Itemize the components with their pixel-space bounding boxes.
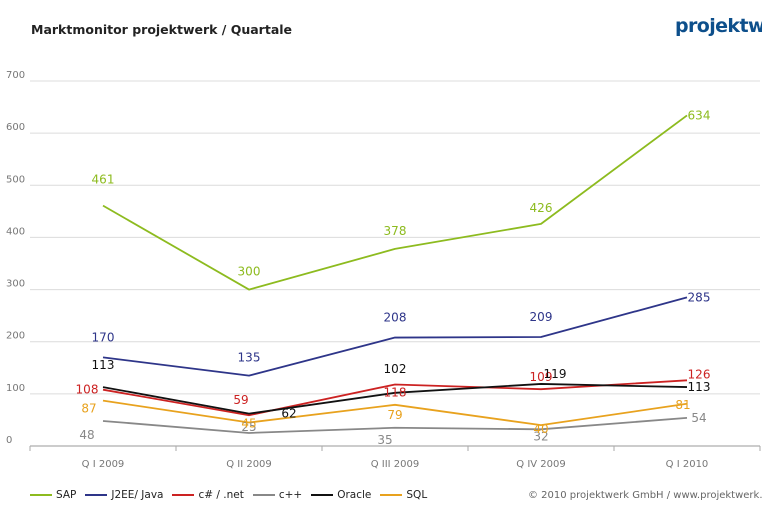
chart-legend: SAP J2EE/ Java c# / .net c++ Oracle SQL bbox=[30, 489, 436, 501]
data-label: 208 bbox=[384, 311, 407, 325]
series-line-5 bbox=[102, 399, 688, 427]
legend-label: J2EE/ Java bbox=[111, 489, 164, 501]
data-label: 32 bbox=[533, 429, 548, 443]
data-label: 209 bbox=[530, 310, 553, 324]
legend-label: SQL bbox=[406, 489, 428, 501]
data-label: 79 bbox=[387, 408, 402, 422]
y-tick-label: 600 bbox=[6, 122, 25, 133]
legend-swatch bbox=[311, 494, 334, 496]
data-label: 81 bbox=[675, 398, 690, 412]
legend-swatch bbox=[85, 494, 108, 496]
data-label: 285 bbox=[688, 290, 711, 304]
y-tick-label: 100 bbox=[6, 383, 25, 394]
data-label: 378 bbox=[384, 224, 407, 238]
legend-item: J2EE/ Java bbox=[85, 489, 163, 501]
data-label: 48 bbox=[79, 428, 94, 442]
y-tick-label: 400 bbox=[6, 226, 25, 237]
data-label: 62 bbox=[281, 407, 296, 421]
data-label: 87 bbox=[81, 402, 96, 416]
series-line-1 bbox=[102, 296, 688, 377]
legend-swatch bbox=[172, 494, 195, 496]
data-label: 119 bbox=[544, 367, 567, 381]
legend-swatch bbox=[30, 494, 52, 496]
y-tick-label: 500 bbox=[6, 174, 25, 185]
series-line-4 bbox=[102, 383, 688, 415]
x-tick-label: Q I 2010 bbox=[666, 459, 709, 470]
data-label: 113 bbox=[688, 380, 711, 394]
legend-item: c# / .net bbox=[172, 489, 244, 501]
series-line-2 bbox=[102, 379, 688, 417]
data-label: 40 bbox=[533, 422, 548, 436]
line-chart: 0 100 200 300 400 500 600 700 Q I 2009 Q II 2009 Q… bbox=[6, 70, 761, 470]
data-label: 135 bbox=[238, 351, 261, 365]
data-label: 170 bbox=[92, 330, 115, 344]
legend-label: SAP bbox=[56, 489, 77, 501]
data-label: 426 bbox=[530, 201, 553, 215]
data-label: 54 bbox=[691, 411, 706, 425]
data-label: 118 bbox=[384, 385, 407, 399]
series-line-3 bbox=[102, 416, 688, 434]
projektwerk-logo: projektwerk bbox=[675, 15, 762, 37]
data-label: 25 bbox=[241, 420, 256, 434]
legend-item: SAP bbox=[30, 489, 76, 501]
x-tick-label: Q II 2009 bbox=[226, 459, 272, 470]
data-label: 35 bbox=[377, 433, 392, 447]
x-tick-label: Q I 2009 bbox=[82, 459, 125, 470]
y-tick-label: 300 bbox=[6, 279, 25, 290]
x-tick-label: Q IV 2009 bbox=[516, 459, 565, 470]
data-label: 109 bbox=[530, 370, 553, 384]
data-label: 102 bbox=[384, 362, 407, 376]
legend-item: Oracle bbox=[311, 489, 371, 501]
x-tick-label: Q III 2009 bbox=[371, 459, 420, 470]
y-tick-label: 200 bbox=[6, 331, 25, 342]
chart-title: Marktmonitor projektwerk / Quartale bbox=[31, 22, 293, 37]
data-label: 108 bbox=[76, 383, 99, 397]
series-line-0 bbox=[102, 114, 688, 291]
data-label: 59 bbox=[233, 393, 248, 407]
data-label: 634 bbox=[688, 108, 711, 122]
y-tick-label: 0 bbox=[6, 435, 12, 446]
legend-label: c++ bbox=[278, 489, 303, 501]
legend-item: c++ bbox=[252, 489, 303, 501]
data-label: 45 bbox=[241, 417, 256, 431]
data-label: 461 bbox=[92, 173, 115, 187]
data-label: 126 bbox=[688, 367, 711, 381]
legend-swatch bbox=[252, 494, 275, 496]
data-label: 113 bbox=[92, 358, 115, 372]
legend-swatch bbox=[380, 494, 403, 496]
legend-item: SQL bbox=[380, 489, 427, 501]
copyright-text: © 2010 projektwerk GmbH / www.projektwer… bbox=[528, 490, 762, 501]
data-label: 300 bbox=[238, 265, 261, 279]
legend-label: c# / .net bbox=[198, 489, 244, 501]
y-tick-label: 700 bbox=[6, 70, 25, 81]
legend-label: Oracle bbox=[337, 489, 372, 501]
